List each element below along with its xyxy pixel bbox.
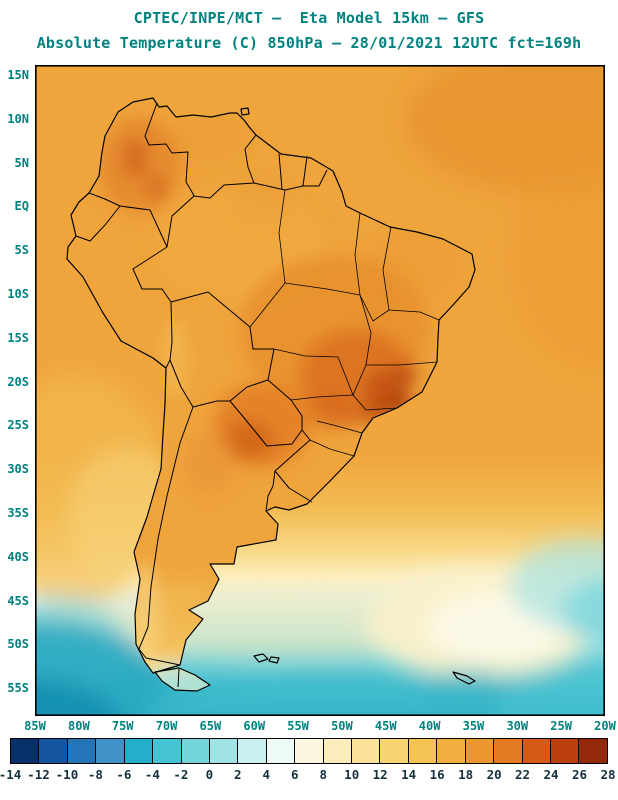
falkland-islands: [268, 656, 280, 664]
colorbar-tick-label: 20: [486, 767, 502, 782]
colorbar-segment: [209, 739, 239, 763]
lon-label: 80W: [68, 719, 90, 733]
colorbar-segment: [181, 739, 210, 763]
colorbar-segment: [408, 739, 438, 763]
map-area: [35, 65, 606, 717]
colorbar-segment: [11, 739, 40, 763]
lat-label: 5S: [14, 243, 29, 258]
lon-label: 55W: [287, 719, 309, 733]
lat-label: 10S: [7, 287, 29, 301]
colorbar-segment: [153, 739, 182, 763]
country-borders: [75, 102, 328, 688]
coastline: [66, 97, 476, 692]
colorbar-segment: [266, 739, 296, 763]
colorbar-segment: [295, 739, 324, 763]
colorbar-segment: [494, 739, 523, 763]
colorbar-segment: [39, 739, 68, 763]
colorbar-tick-label: 28: [600, 767, 616, 782]
colorbar-tick-label: 12: [372, 767, 388, 782]
colorbar-tick-label: 4: [262, 767, 271, 782]
lon-label: 25W: [550, 719, 572, 733]
colorbar-tick-label: -4: [144, 767, 160, 782]
colorbar-segment: [238, 739, 267, 763]
lon-label: 45W: [374, 719, 397, 733]
lon-axis: 85W 80W 75W 70W 65W 60W 55W 50W 45W 40W 35W 30W 25W 2…: [24, 719, 616, 735]
lon-label: 65W: [199, 719, 222, 733]
lat-label: 20S: [7, 374, 29, 389]
lon-label: 30W: [506, 719, 529, 733]
colorbar-tick-label: -6: [116, 767, 132, 782]
lat-axis: 15N 10N 5N EQ 5S 10S 15S 20S 25S 30S 35S 40S 45S 50S 5…: [0, 65, 33, 716]
colorbar-tick-label: 0: [205, 767, 214, 782]
lon-label: 75W: [111, 719, 134, 733]
colorbar-tick-label: 2: [234, 767, 242, 782]
colorbar-segment: [352, 739, 381, 763]
lon-label: 20W: [594, 719, 616, 733]
lat-label: 25S: [7, 418, 29, 433]
colorbar-segment: [579, 739, 607, 763]
lat-label: 40S: [7, 549, 29, 564]
colorbar-tick-label: 6: [290, 767, 299, 782]
falkland-islands: [253, 653, 269, 663]
colorbar-tick-label: 14: [401, 767, 417, 782]
lon-label: 40W: [418, 719, 441, 733]
colorbar-tick-label: -2: [173, 767, 189, 782]
lon-label: 50W: [331, 719, 353, 733]
trinidad-island: [240, 107, 250, 116]
lat-label: 10N: [7, 111, 29, 126]
colorbar-tick-label: -14: [0, 767, 22, 782]
title-line-2: Absolute Temperature (C) 850hPa — 28/01/…: [36, 34, 582, 52]
lat-label: 15S: [7, 330, 29, 345]
lat-label: 5N: [14, 155, 29, 170]
state-borders: [249, 189, 440, 457]
colorbar-ticks: -14 -12 -10 -8 -6 -4 -2 0 2 4 6 8 10 12 14 16 18 20 22 24 26…: [0, 767, 616, 785]
lon-label: 35W: [462, 719, 485, 733]
lat-label: 55S: [7, 681, 29, 696]
lat-label: EQ: [14, 199, 29, 214]
lon-label: 70W: [155, 719, 178, 733]
colorbar: [10, 738, 608, 764]
colorbar-tick-label: -12: [27, 767, 50, 782]
lat-label: 15N: [7, 68, 29, 82]
colorbar-segment: [380, 739, 409, 763]
land-anomaly-blobs: [98, 115, 461, 691]
south-georgia-island: [452, 671, 476, 685]
colorbar-tick-label: 8: [319, 767, 327, 782]
colorbar-tick-label: -10: [55, 767, 79, 782]
colorbar-segment: [551, 739, 580, 763]
colorbar-segment: [124, 739, 154, 763]
colorbar-tick-label: 26: [571, 767, 588, 782]
map-frame: [35, 65, 606, 717]
lon-label: 60W: [243, 719, 266, 733]
colorbar-segment: [465, 739, 495, 763]
colorbar-tick-label: 18: [458, 767, 474, 782]
colorbar-tick-label: 16: [429, 767, 445, 782]
lat-label: 45S: [7, 593, 29, 608]
colorbar-segment: [437, 739, 466, 763]
lat-label: 50S: [7, 637, 29, 652]
colorbar-tick-label: 10: [344, 767, 360, 782]
lat-label: 35S: [7, 506, 29, 520]
colorbar-tick-label: 22: [515, 767, 531, 782]
colorbar-segment: [67, 739, 97, 763]
lon-label: 85W: [24, 719, 46, 733]
colorbar-segment: [522, 739, 552, 763]
title-line-1: CPTEC/INPE/MCT — Eta Model 15km — GFS: [133, 9, 485, 27]
colorbar-tick-label: -8: [87, 767, 103, 782]
map-canvas: [35, 65, 606, 717]
colorbar-segment: [323, 739, 353, 763]
colorbar-segment: [96, 739, 125, 763]
colorbar-tick-label: 24: [543, 767, 559, 782]
lat-label: 30S: [7, 462, 29, 477]
